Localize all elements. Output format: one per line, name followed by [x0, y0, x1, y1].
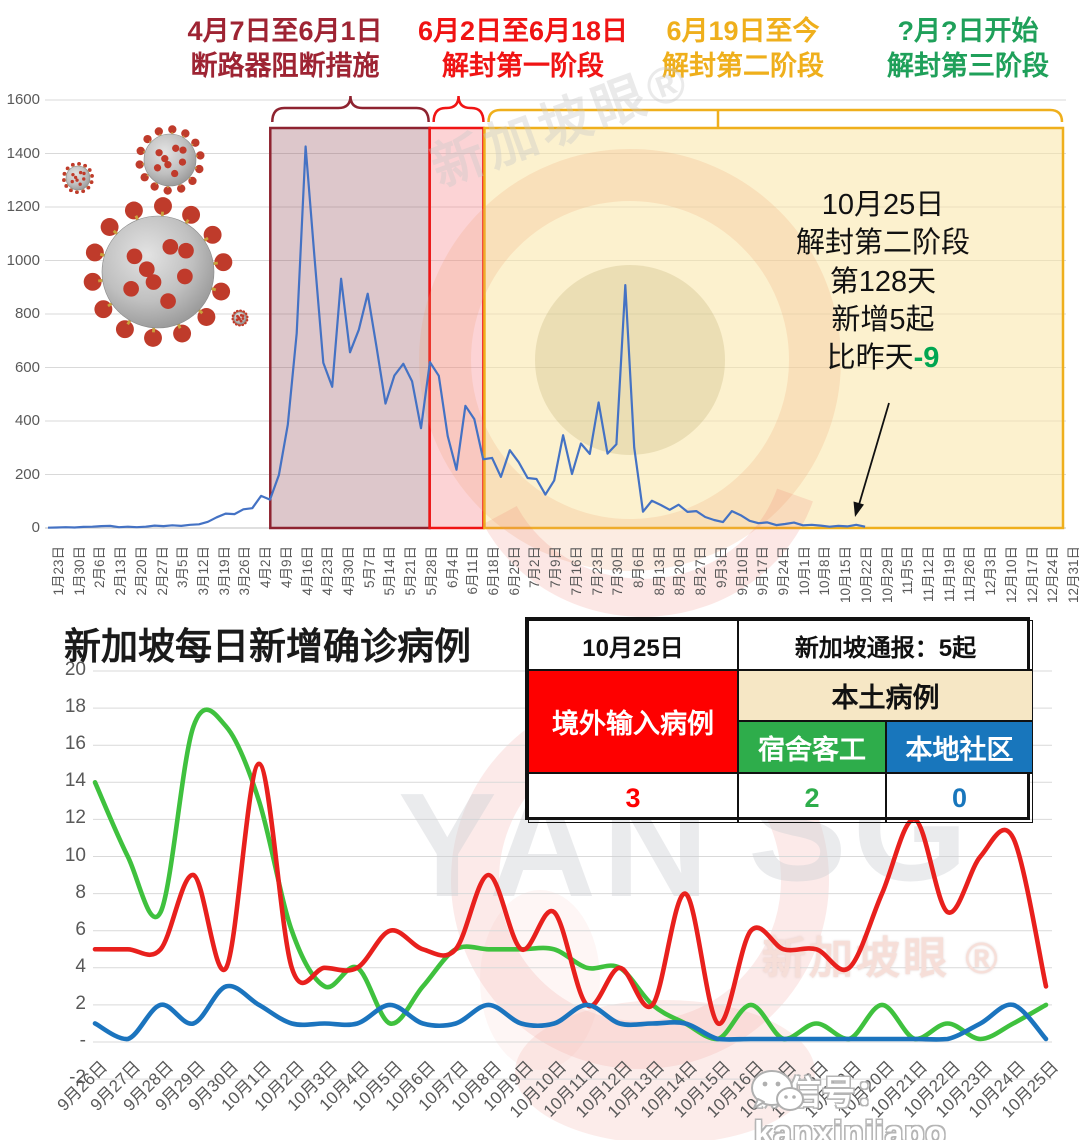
table-dorm-value: 2 — [738, 773, 886, 823]
coronavirus-illustration — [231, 309, 248, 326]
table-date-cell: 10月25日 — [528, 620, 738, 670]
table-community-header: 本地社区 — [886, 721, 1033, 773]
table-imported-header: 境外输入病例 — [528, 670, 738, 773]
daily-report-table: 10月25日 新加坡通报：5起 境外输入病例 本土病例 宿舍客工 本地社区 3 … — [525, 617, 1030, 820]
table-imported-value: 3 — [528, 773, 738, 823]
table-local-header: 本土病例 — [738, 670, 1033, 721]
table-report-cell: 新加坡通报：5起 — [738, 620, 1033, 670]
table-dorm-header: 宿舍客工 — [738, 721, 886, 773]
wechat-footer: 微信号：kanxinjiapo — [748, 1066, 1080, 1140]
chart-data-layer — [0, 0, 1080, 1140]
coronavirus-illustration — [135, 125, 204, 195]
coronavirus-illustration — [62, 162, 94, 194]
table-community-value: 0 — [886, 773, 1033, 823]
wechat-icon — [748, 1066, 806, 1118]
coronavirus-illustration — [84, 197, 233, 347]
covid-infographic-root: 4月7日至6月1日 断路器阻断措施 6月2日至6月18日 解封第一阶段 6月19… — [0, 0, 1080, 1140]
